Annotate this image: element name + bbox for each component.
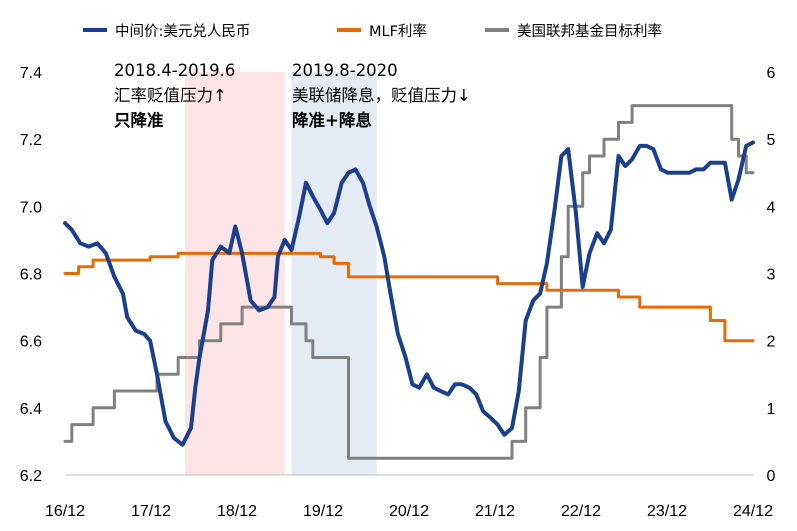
legend-label-1: 中间价:美元兑人民币 [115, 23, 250, 40]
shaded-periods [185, 72, 377, 475]
annotation-period-2: 2019.8-2020 [292, 61, 398, 80]
right-y-tick-label: 6 [767, 65, 776, 82]
period-annotations: 2018.4-2019.6 汇率贬值压力↑ 只降准 2019.8-2020 美联储降息，… [114, 61, 471, 130]
x-tick-label: 24/12 [733, 503, 773, 520]
left-y-tick-label: 6.8 [20, 267, 42, 284]
right-y-tick-label: 3 [767, 267, 776, 284]
left-y-tick-label: 6.4 [20, 401, 42, 418]
left-y-tick-label: 6.6 [20, 334, 42, 351]
legend: 中间价:美元兑人民币 MLF利率 美国联邦基金目标利率 [83, 23, 662, 40]
x-tick-label: 20/12 [389, 503, 429, 520]
shade-period-2 [291, 72, 377, 475]
right-y-tick-label: 2 [767, 334, 776, 351]
left-y-tick-label: 7.2 [20, 132, 42, 149]
series-line-1 [63, 140, 755, 447]
right-y-tick-label: 0 [767, 468, 776, 485]
annotation-policy-2: 降准+降息 [292, 110, 372, 130]
annotation-pressure-2: 美联储降息，贬值压力↓ [292, 86, 471, 105]
axes: 16/12 17/12 18/12 19/12 20/12 21/12 22/12 23/12… [20, 65, 776, 520]
series-line-2 [63, 251, 755, 343]
shade-period-1 [185, 72, 285, 475]
x-tick-label: 19/12 [303, 503, 343, 520]
series-lines [63, 104, 755, 460]
annotation-pressure-1: 汇率贬值压力↑ [114, 86, 227, 105]
right-y-tick-label: 1 [767, 401, 776, 418]
series-line-3 [63, 104, 755, 460]
legend-label-2: MLF利率 [369, 23, 427, 40]
left-y-tick-label: 7.4 [20, 65, 42, 82]
x-tick-label: 18/12 [217, 503, 257, 520]
left-y-tick-label: 6.2 [20, 468, 42, 485]
legend-label-3: 美国联邦基金目标利率 [517, 23, 662, 40]
x-tick-label: 23/12 [647, 503, 687, 520]
annotation-policy-1: 只降准 [114, 110, 164, 130]
x-tick-label: 21/12 [475, 503, 515, 520]
x-tick-label: 17/12 [131, 503, 171, 520]
x-tick-label: 16/12 [45, 503, 85, 520]
x-tick-label: 22/12 [561, 503, 601, 520]
left-y-tick-label: 7.0 [20, 199, 42, 216]
right-y-tick-label: 5 [767, 132, 776, 149]
right-y-tick-label: 4 [767, 199, 776, 216]
annotation-period-1: 2018.4-2019.6 [114, 61, 235, 80]
